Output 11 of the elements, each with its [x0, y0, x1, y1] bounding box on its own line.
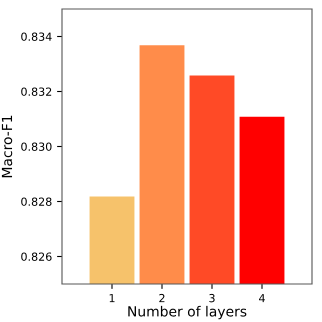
x-tick-label: 3 [209, 294, 215, 302]
x-tick-label: 2 [159, 294, 164, 302]
y-axis-title: Macro-F1 [2, 116, 12, 178]
y-tick-label: 0.832 [21, 87, 52, 96]
x-tick-label: 4 [259, 294, 265, 302]
y-tick-label: 0.834 [21, 32, 52, 41]
y-tick-label: 0.830 [21, 142, 52, 151]
x-tick-label: 1 [110, 294, 115, 302]
x-axis-title: Number of layers [128, 306, 246, 320]
y-tick-label: 0.828 [21, 197, 52, 206]
y-tick-label: 0.826 [21, 252, 52, 261]
